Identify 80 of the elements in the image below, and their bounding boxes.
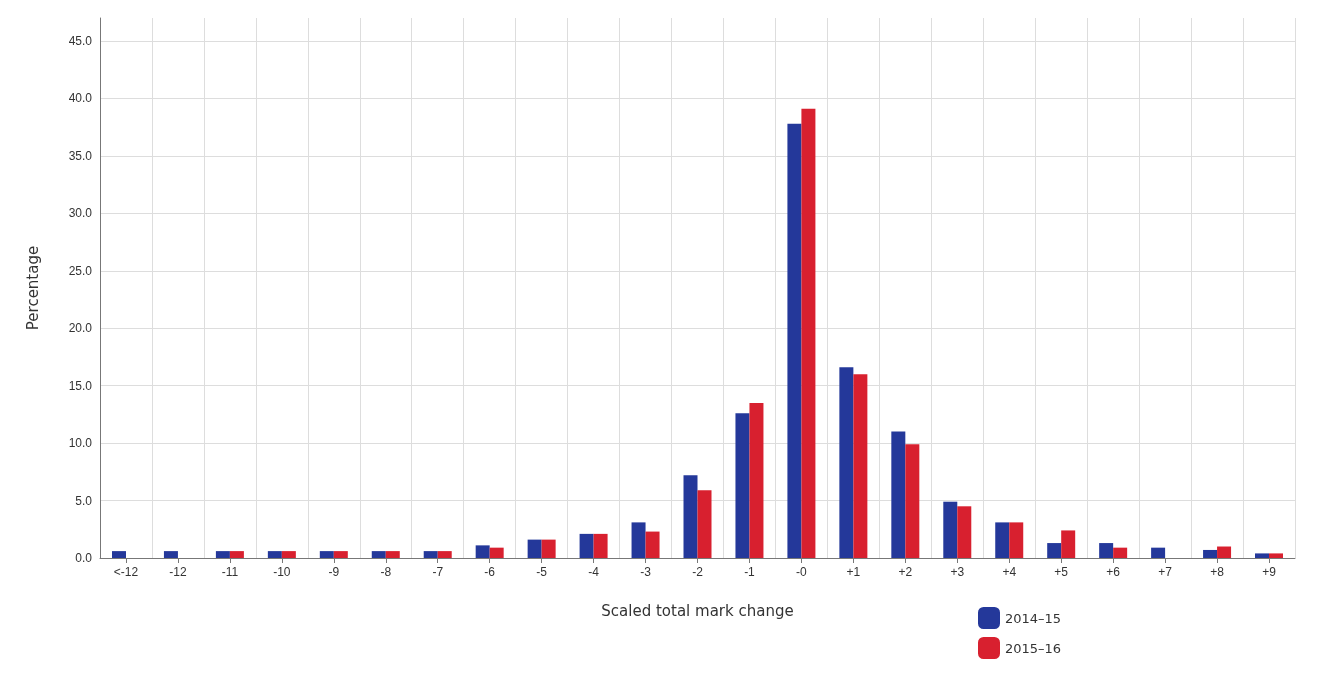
x-tick-label: -5 [536,565,548,579]
bar [801,108,816,558]
y-tick-label: 5.0 [75,493,93,508]
bar [853,374,868,558]
bar [281,551,296,558]
bar [1099,543,1114,558]
bar [1113,547,1128,558]
bar [423,551,438,558]
bar [995,522,1010,558]
bar [697,490,712,558]
x-tick-label: +8 [1210,565,1225,579]
x-tick-label: -1 [744,565,756,579]
bar [1009,522,1024,558]
bar [839,367,854,558]
bar [683,475,698,558]
bar [1255,553,1270,558]
x-tick-label: -11 [221,565,239,579]
x-tick-label: +9 [1262,565,1277,579]
x-axis-title: Scaled total mark change [601,601,794,620]
x-tick-label: -12 [169,565,187,579]
legend-label: 2015–16 [1005,640,1062,656]
x-tick-label: -2 [692,565,704,579]
bar [1217,546,1232,558]
bar [527,539,542,558]
x-tick-label: -9 [328,565,340,579]
bar [475,545,490,558]
bar [631,522,646,558]
bar [371,551,386,558]
bar [1061,530,1076,558]
bar [163,551,178,558]
bar [943,501,958,558]
bar [1151,547,1166,558]
x-tick-label: -3 [640,565,652,579]
bar [111,551,126,558]
x-tick-label: +7 [1158,565,1173,579]
bar [891,431,906,558]
bar [1047,543,1062,558]
bar [1269,553,1284,558]
x-tick-label: +5 [1054,565,1069,579]
x-tick-label: -10 [273,565,291,579]
bar [489,547,504,558]
x-tick-label: +4 [1002,565,1017,579]
bar [1203,549,1218,558]
bar [749,402,764,558]
bar [579,533,594,558]
x-tick-label: +6 [1106,565,1121,579]
x-tick-label: +2 [898,565,913,579]
x-tick-label: -0 [796,565,808,579]
x-tick-label: -4 [588,565,600,579]
bar [229,551,244,558]
bar [645,531,660,558]
bar [905,444,920,558]
x-tick-label: -7 [432,565,444,579]
bar [541,539,556,558]
y-axis-title: Percentage [23,245,42,331]
y-tick-label: 40.0 [68,91,93,106]
x-tick-label: -6 [484,565,496,579]
x-tick-label: <-12 [113,565,139,579]
bar [215,551,230,558]
x-tick-label: +3 [950,565,965,579]
y-tick-label: 25.0 [68,263,93,278]
y-tick-label: 10.0 [68,436,93,451]
y-tick-label: 35.0 [68,148,93,163]
y-tick-label: 30.0 [68,206,93,221]
bar [593,533,608,558]
x-tick-label: -8 [380,565,392,579]
x-tick-label: +1 [846,565,861,579]
bar [957,506,972,558]
bar [333,551,348,558]
bar [267,551,282,558]
legend-label: 2014–15 [1005,610,1062,626]
y-tick-label: 20.0 [68,321,93,336]
bar [319,551,334,558]
bar [735,413,750,558]
bar [787,123,802,558]
y-tick-label: 15.0 [68,378,93,393]
bar [385,551,400,558]
y-tick-label: 0.0 [75,551,93,565]
y-tick-label: 45.0 [68,33,93,48]
bar [437,551,452,558]
